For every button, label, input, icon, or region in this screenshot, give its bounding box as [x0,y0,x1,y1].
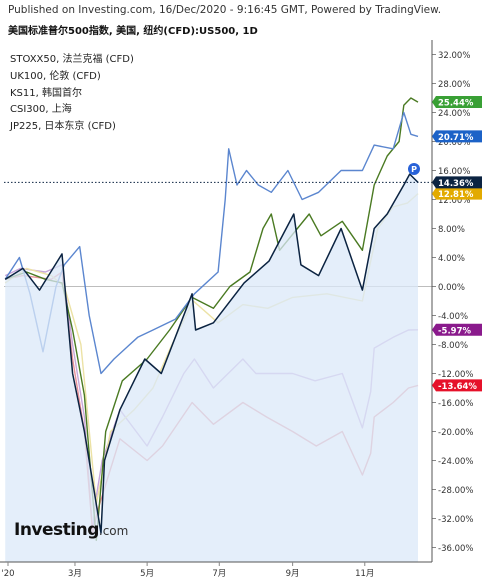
y-tick-label: -20.00% [438,428,473,438]
series-line-ks11 [4,97,419,541]
y-tick-label: 8.00% [438,225,465,235]
p-marker-label: P [411,165,417,174]
legend-item-stoxx50[interactable]: STOXX50, 法兰克福 (CFD) [10,54,134,65]
y-tick-label: -16.00% [438,399,473,409]
y-tick-label: -8.00% [438,341,468,351]
y-tick-label: -32.00% [438,515,473,525]
x-tick-label: 7月 [212,569,226,579]
end-label-stoxx50: -5.97% [438,326,471,336]
y-tick-label: 28.00% [438,80,470,90]
y-tick-label: 12.00% [438,196,470,206]
axes: 32.00% 28.00% 24.00% 20.00% 16.00% 12.00% 8.00… [0,40,473,579]
y-tick-label: 16.00% [438,167,470,177]
end-label-box-sp500 [432,176,482,189]
y-tick-label: -24.00% [438,457,473,467]
legend-item-uk100[interactable]: UK100, 伦敦 (CFD) [10,70,101,82]
p-marker [408,163,420,176]
logo-domain: .com [98,524,129,538]
end-label-box-uk100 [432,379,482,392]
legend-item-ks11[interactable]: KS11, 韩国首尔 [10,87,82,99]
instrument-subtitle: 美国标准普尔500指数, 美国, 纽约(CFD):US500, 1D [8,26,258,37]
series-area-sp500 [5,174,418,562]
end-label-box-jp225 [432,187,482,200]
end-label-csi300: 20.71% [438,133,474,143]
y-tick-label: 4.00% [438,254,465,264]
y-tick-label: -36.00% [438,544,473,554]
end-label-jp225: 12.81% [438,190,474,200]
y-tick-label: -28.00% [438,486,473,496]
end-label-uk100: -13.64% [438,382,477,392]
y-tick-label: 0.00% [438,283,465,293]
y-tick-label: -4.00% [438,312,468,322]
y-tick-label: 32.00% [438,51,470,61]
x-tick-label: '20 [1,569,14,579]
x-tick-label: 11月 [355,569,374,579]
y-tick-label: 20.00% [438,138,470,148]
x-tick-label: 9月 [286,569,300,579]
end-label-box-stoxx50 [432,323,482,336]
legend-item-jp225[interactable]: JP225, 日本东京 (CFD) [10,121,116,133]
series-line-csi300 [4,111,419,375]
logo-text: Investing [14,520,99,540]
y-tick-label: 24.00% [438,109,470,119]
x-tick-label: 5月 [140,569,154,579]
y-tick-label: -12.00% [438,370,473,380]
end-label-box-ks11 [432,96,482,109]
end-label-box-csi300 [432,130,482,143]
x-tick-label: 3月 [68,569,82,579]
end-label-ks11: 25.44% [438,99,474,109]
end-labels: -5.97% -13.64% 12.81% 25.44% 20.71% 14.36% P [408,96,482,392]
legend-item-csi300[interactable]: CSI300, 上海 [10,104,72,116]
legend: STOXX50, 法兰克福 (CFD) UK100, 伦敦 (CFD) KS11… [10,52,134,136]
investing-logo[interactable]: Investing.com [14,520,128,540]
plot-area [4,97,432,562]
series-line-sp500 [4,173,419,534]
publish-header: Published on Investing.com, 16/Dec/2020 … [8,4,442,16]
end-label-sp500: 14.36% [438,179,474,189]
